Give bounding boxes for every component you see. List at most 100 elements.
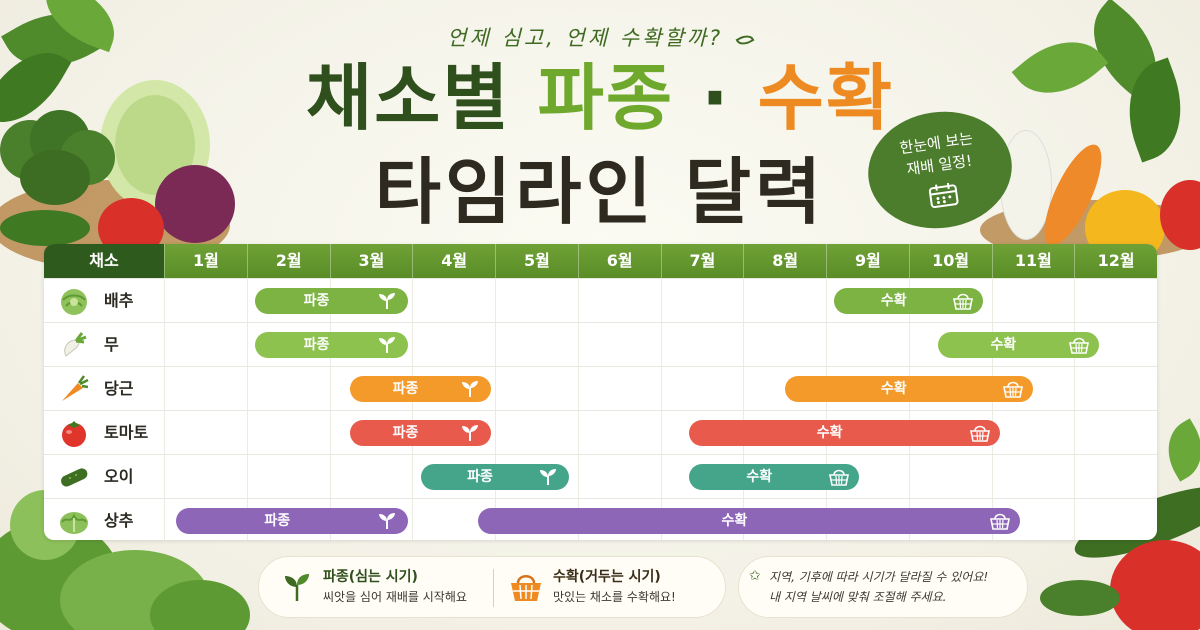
header-month-8: 8월 (743, 244, 826, 278)
vegetable-cell: 당근 (44, 367, 164, 411)
harvest-bar: 수확 (689, 420, 1000, 446)
harvest-bar: 수확 (478, 508, 1021, 534)
note-line-2: 내 지역 날씨에 맞춰 조절해 주세요. (769, 590, 947, 604)
table-row: 토마토 파종 수확 (44, 410, 1157, 454)
basket-icon (969, 424, 990, 442)
calendar-header: 채소 1월 2월 3월 4월 5월 6월 7월 8월 9월 10월 11월 12월 (44, 244, 1157, 278)
legend-harvest: 수확(거두는 시기) 맛있는 채소를 수확해요! (509, 567, 676, 607)
basket-icon (829, 468, 850, 486)
grid-line (743, 278, 745, 540)
decor-vegetables-bottom-right (1040, 418, 1200, 630)
carrot-icon (58, 374, 90, 404)
timeline-calendar: 채소 1월 2월 3월 4월 5월 6월 7월 8월 9월 10월 11월 12월 배추 파종 수확 무 파종… (44, 244, 1157, 540)
sowing-bar: 파종 (350, 420, 491, 446)
schedule-badge: 한눈에 보는 재배 일정! (860, 102, 1020, 238)
page-title: 채소별 파종 · 수확 (0, 58, 1200, 138)
header-month-9: 9월 (826, 244, 909, 278)
decor-vegetables-left (0, 0, 260, 270)
radish-icon (58, 330, 90, 360)
vegetable-name: 당근 (104, 379, 134, 398)
grid-line (991, 278, 993, 540)
sprout-icon (461, 380, 479, 398)
vegetable-cell: 무 (44, 323, 164, 367)
page-subtitle: 타임라인 달력 (374, 150, 826, 234)
sprout-icon (283, 573, 311, 607)
bar-label: 파종 (392, 381, 419, 397)
sprout-icon (461, 424, 479, 442)
bar-label: 파종 (392, 425, 419, 441)
sprout-icon (378, 336, 396, 354)
sprout-icon (378, 512, 396, 530)
header-month-6: 6월 (577, 244, 661, 278)
region-note: ✩ 지역, 기후에 따라 시기가 달라질 수 있어요! 내 지역 날씨에 맞춰 … (738, 556, 1028, 618)
sprout-icon (378, 292, 396, 310)
header-month-1: 1월 (164, 244, 247, 278)
table-row: 무 파종 수확 (44, 322, 1157, 366)
header-month-5: 5월 (495, 244, 578, 278)
grid-line (329, 278, 331, 540)
bar-label: 수확 (746, 469, 773, 485)
sprout-icon (539, 468, 557, 486)
legend-sowing: 파종(심는 시기) 씨앗을 심어 재배를 시작해요 (283, 567, 467, 607)
title-word-harvest: 수확 (757, 56, 895, 140)
table-row: 배추 파종 수확 (44, 278, 1157, 322)
basket-icon (1069, 336, 1090, 354)
note-line-1: 지역, 기후에 따라 시기가 달라질 수 있어요! (769, 570, 989, 584)
grid-line (826, 278, 827, 540)
tomato-icon (58, 418, 90, 448)
header-month-2: 2월 (246, 244, 330, 278)
legend-divider (493, 569, 494, 607)
lettuce-icon (58, 506, 90, 536)
harvest-bar: 수확 (689, 464, 860, 490)
legend-sowing-desc: 씨앗을 심어 재배를 시작해요 (323, 590, 467, 604)
vegetable-cell: 토마토 (44, 411, 164, 455)
sowing-bar: 파종 (255, 288, 409, 314)
header-vegetable: 채소 (44, 244, 164, 278)
basket-icon (990, 512, 1011, 530)
header-month-10: 10월 (908, 244, 992, 278)
table-row: 당근 파종 수확 (44, 366, 1157, 410)
bar-label: 파종 (264, 513, 291, 529)
legend-sowing-title: 파종(심는 시기) (323, 569, 418, 585)
vegetable-name: 토마토 (104, 423, 149, 442)
header-month-4: 4월 (412, 244, 495, 278)
sowing-bar: 파종 (176, 508, 409, 534)
grid-line (164, 278, 165, 540)
basket-icon (509, 571, 543, 607)
sowing-bar: 파종 (255, 332, 409, 358)
tagline: 언제 심고, 언제 수확할까? (0, 22, 1200, 52)
title-word-vegetable: 채소별 (305, 56, 511, 140)
harvest-bar: 수확 (937, 332, 1100, 358)
grid-line (495, 278, 496, 540)
cucumber-icon (58, 462, 90, 492)
vegetable-name: 상추 (104, 511, 134, 530)
vegetable-cell: 상추 (44, 499, 164, 540)
basket-icon (953, 292, 974, 310)
bar-label: 파종 (303, 293, 330, 309)
title-dot: · (701, 56, 731, 140)
harvest-bar: 수확 (784, 376, 1033, 402)
bar-label: 수확 (880, 381, 907, 397)
vegetable-name: 배추 (104, 291, 134, 310)
title-word-sowing: 파종 (537, 56, 675, 140)
sowing-bar: 파종 (350, 376, 491, 402)
bar-label: 파종 (467, 469, 493, 485)
legend: 파종(심는 시기) 씨앗을 심어 재배를 시작해요 수확(거두는 시기) 맛있는… (258, 556, 726, 618)
harvest-bar: 수확 (834, 288, 984, 314)
grid-line (577, 278, 579, 540)
calendar-icon (927, 180, 961, 216)
grid-line (1074, 278, 1076, 540)
star-icon: ✩ (749, 568, 761, 584)
header-month-3: 3월 (329, 244, 413, 278)
vegetable-name: 무 (104, 335, 119, 354)
header-month-12: 12월 (1074, 244, 1157, 278)
grid-line (660, 278, 662, 540)
bar-label: 수확 (880, 293, 907, 309)
table-row: 오이 파종 수확 (44, 454, 1157, 498)
sowing-bar: 파종 (420, 464, 570, 490)
grid-line (412, 278, 414, 540)
legend-harvest-title: 수확(거두는 시기) (553, 569, 661, 585)
header-month-7: 7월 (660, 244, 744, 278)
vegetable-name: 오이 (104, 467, 134, 486)
bar-label: 수확 (816, 425, 843, 441)
